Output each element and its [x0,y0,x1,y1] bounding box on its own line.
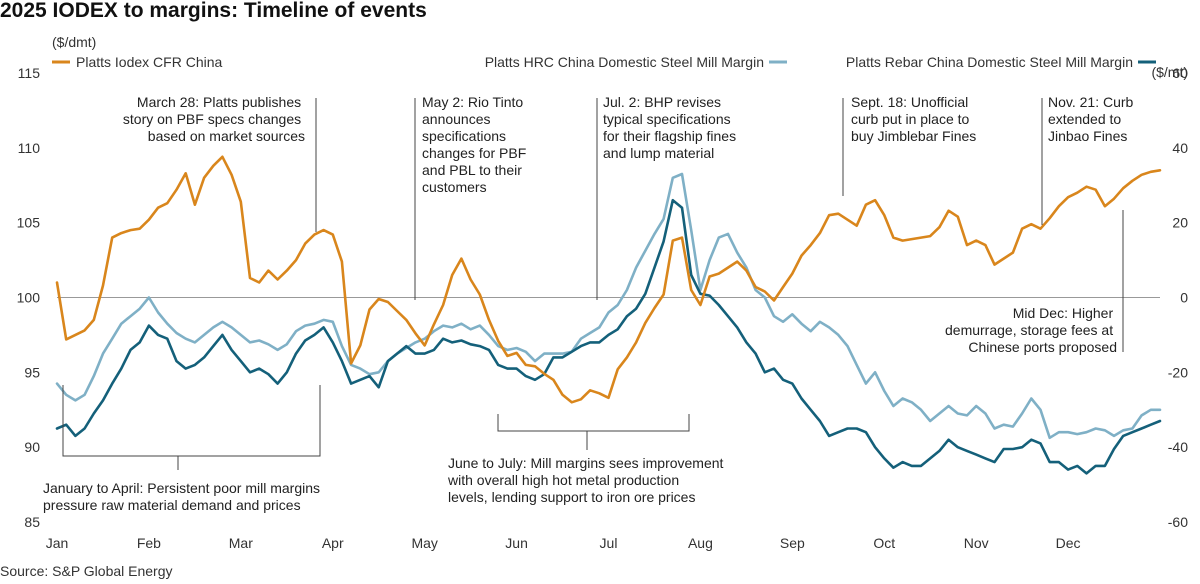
bracket-junjul [497,414,690,450]
x-tick-label: Dec [1056,535,1081,551]
left-axis-label: ($/dmt) [52,34,96,50]
annotation-nov21: Nov. 21: Curb extended to Jinbao Fines [1048,94,1137,144]
series-line-rebar [55,198,1162,475]
series-line-iodex [55,155,1162,404]
legend-label-hrc: Platts HRC China Domestic Steel Mill Mar… [485,54,764,70]
series-layer [55,155,1162,475]
right-tick-label: 0 [1180,290,1188,306]
source-note: Source: S&P Global Energy [0,563,173,579]
annotation-jul2: Jul. 2: BHP revises typical specificatio… [603,94,740,161]
x-tick-label: Jul [600,535,618,551]
left-tick-label: 100 [17,290,41,306]
right-tick-label: -40 [1168,439,1188,455]
left-tick-label: 105 [17,215,41,231]
right-axis-label: ($/mt) [1151,64,1188,80]
legend-label-rebar: Platts Rebar China Domestic Steel Mill M… [846,54,1133,70]
x-axis-ticks: Jan Feb Mar Apr May Jun Jul Aug Sep Oct Nov Dec [46,535,1081,551]
bracket-janapr [62,385,321,470]
right-axis-ticks: -60 -40 -20 0 20 40 60 [1168,65,1188,530]
x-tick-label: Apr [322,535,344,551]
x-tick-label: Mar [229,535,253,551]
legend-label-iodex: Platts Iodex CFR China [76,54,222,70]
chart-title: 2025 IODEX to margins: Timeline of event… [0,0,427,22]
x-tick-label: Feb [137,535,161,551]
x-tick-label: Nov [964,535,989,551]
left-tick-label: 90 [24,439,40,455]
x-tick-label: Jun [505,535,528,551]
x-tick-label: Jan [46,535,69,551]
right-tick-label: 40 [1172,140,1188,156]
annotation-middec: Mid Dec: Higher demurrage, storage fees … [945,305,1117,355]
right-tick-label: 60 [1172,65,1188,81]
annotation-junjul: June to July: Mill margins sees improvem… [447,455,727,505]
right-tick-label: -60 [1168,514,1188,530]
right-tick-label: -20 [1168,364,1188,380]
series-line-hrc [55,172,1162,440]
left-tick-label: 110 [18,140,41,156]
legend: Platts Iodex CFR China Platts HRC China … [52,54,1156,70]
x-tick-label: Sep [780,535,805,551]
left-tick-label: 115 [18,65,41,81]
annotation-janapr: January to April: Persistent poor mill m… [43,480,324,513]
left-tick-label: 85 [24,514,40,530]
annotation-may2: May 2: Rio Tinto announces specification… [422,94,530,195]
right-tick-label: 20 [1172,215,1188,231]
x-tick-label: Oct [873,535,895,551]
left-axis-ticks: 85 90 95 100 105 110 115 [17,65,41,530]
annotation-leaders [62,98,1124,470]
annotation-march28: March 28: Platts publishes story on PBF … [123,94,305,144]
x-tick-label: May [411,535,437,551]
x-tick-label: Aug [688,535,713,551]
annotation-sept18: Sept. 18: Unofficial curb put in place t… [851,94,976,144]
left-tick-label: 95 [24,364,40,380]
